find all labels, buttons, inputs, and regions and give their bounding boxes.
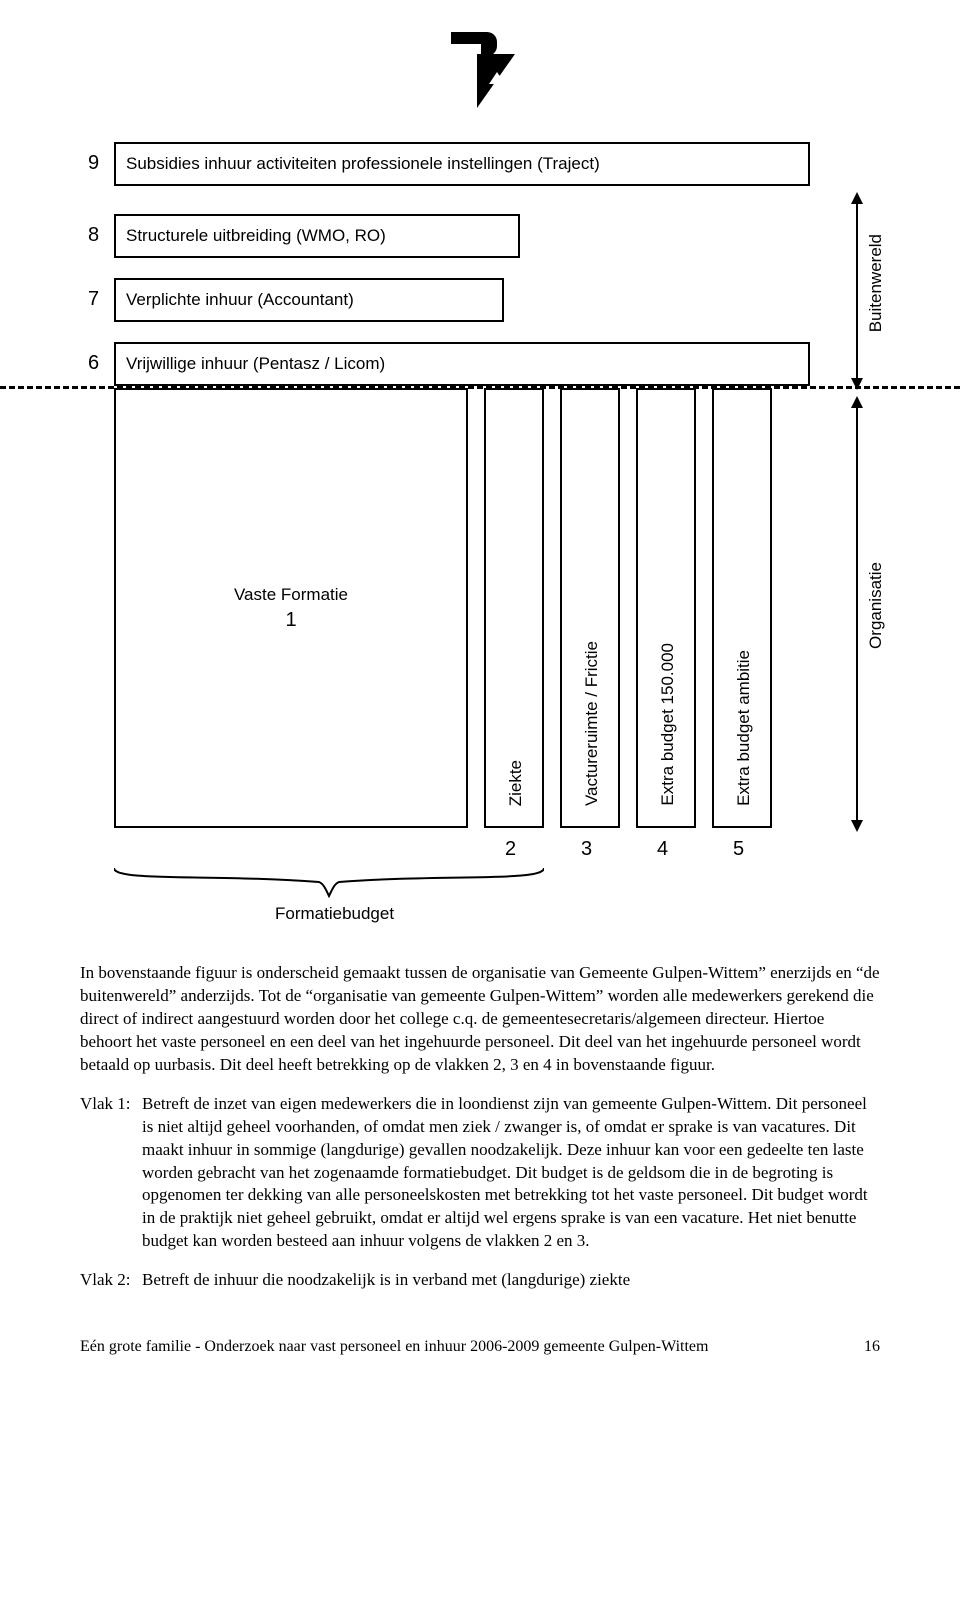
axis-upper-label: Buitenwereld [866, 234, 886, 332]
box-ziekte: Ziekte [484, 388, 544, 828]
row-box-6: Vrijwillige inhuur (Pentasz / Licom) [114, 342, 810, 386]
row-box-7: Verplichte inhuur (Accountant) [114, 278, 504, 322]
box-label: Vaste Formatie [234, 585, 348, 605]
vlak-1-block: Vlak 1: Betreft de inzet van eigen medew… [80, 1093, 880, 1254]
row-number: 8 [88, 224, 99, 247]
row-box-8: Structurele uitbreiding (WMO, RO) [114, 214, 520, 258]
row-label: Subsidies inhuur activiteiten profession… [126, 154, 600, 174]
organisation-diagram: 9 Subsidies inhuur activiteiten professi… [80, 142, 880, 932]
rekenkamer-logo-icon [445, 28, 515, 108]
box-label-vertical: Ziekte [506, 760, 526, 806]
footer-text: Eén grote familie - Onderzoek naar vast … [80, 1338, 708, 1356]
intro-paragraph: In bovenstaande figuur is onderscheid ge… [80, 962, 880, 1077]
vlak-2-block: Vlak 2: Betreft de inhuur die noodzakeli… [80, 1269, 880, 1292]
row-label: Structurele uitbreiding (WMO, RO) [126, 226, 386, 246]
box-num: 2 [505, 838, 516, 861]
page-number: 16 [864, 1338, 880, 1356]
row-label: Verplichte inhuur (Accountant) [126, 290, 354, 310]
box-num: 1 [285, 609, 296, 632]
row-number: 9 [88, 152, 99, 175]
box-extra-150: Extra budget 150.000 [636, 388, 696, 828]
box-label-vertical: Vactureruimte / Frictie [582, 641, 602, 806]
document-page: 9 Subsidies inhuur activiteiten professi… [0, 0, 960, 1396]
brace-label: Formatiebudget [275, 904, 394, 924]
vlak-label: Vlak 2: [80, 1269, 142, 1292]
row-number: 7 [88, 288, 99, 311]
box-vactureruimte: Vactureruimte / Frictie [560, 388, 620, 828]
row-label: Vrijwillige inhuur (Pentasz / Licom) [126, 354, 385, 374]
box-num: 4 [657, 838, 668, 861]
vlak-body: Betreft de inhuur die noodzakelijk is in… [142, 1269, 880, 1292]
document-body-text: In bovenstaande figuur is onderscheid ge… [80, 952, 880, 1292]
logo-container [80, 0, 880, 142]
vlak-label: Vlak 1: [80, 1093, 142, 1254]
row-number: 6 [88, 352, 99, 375]
box-label-vertical: Extra budget 150.000 [658, 643, 678, 806]
box-num: 3 [581, 838, 592, 861]
box-label-vertical: Extra budget ambitie [734, 650, 754, 806]
page-footer: Eén grote familie - Onderzoek naar vast … [80, 1308, 880, 1356]
axis-lower-label: Organisatie [866, 562, 886, 649]
axis-buitenwereld-organisatie: Buitenwereld Organisatie [850, 192, 880, 832]
box-extra-ambitie: Extra budget ambitie [712, 388, 772, 828]
box-num: 5 [733, 838, 744, 861]
row-box-9: Subsidies inhuur activiteiten profession… [114, 142, 810, 186]
curly-brace-icon [114, 868, 544, 898]
vlak-body: Betreft de inzet van eigen medewerkers d… [142, 1093, 880, 1254]
box-vaste-formatie: Vaste Formatie 1 [114, 388, 468, 828]
